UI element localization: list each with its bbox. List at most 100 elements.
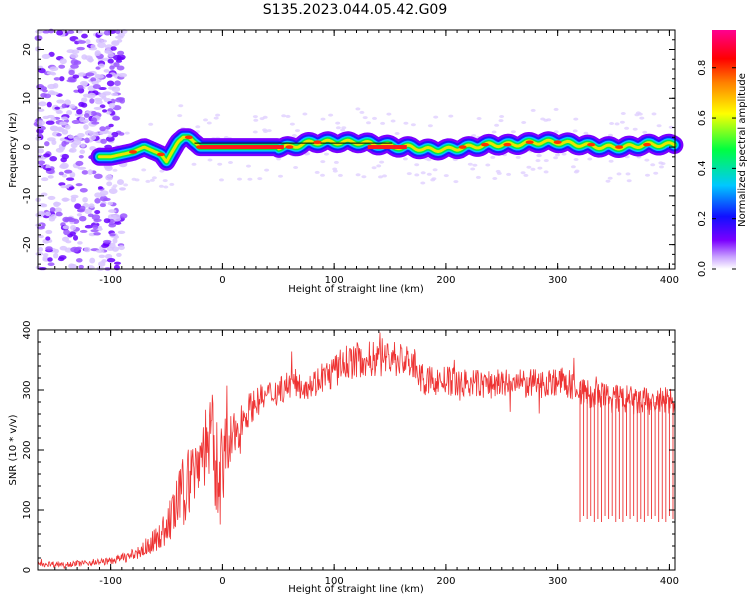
noise-speck: [114, 35, 124, 39]
halo-speck: [247, 177, 253, 181]
halo-speck: [295, 129, 300, 133]
halo-speck: [145, 179, 151, 183]
halo-speck: [475, 175, 481, 179]
noise-speck: [104, 254, 113, 259]
halo-speck: [215, 113, 221, 117]
noise-speck: [67, 134, 75, 139]
noise-speck: [85, 39, 91, 45]
halo-speck: [658, 161, 664, 165]
noise-speck: [64, 169, 73, 174]
noise-speck: [98, 254, 106, 259]
halo-speck: [293, 166, 299, 169]
hot-spot: [553, 140, 562, 144]
noise-speck: [43, 153, 51, 158]
y-tick-label: 20: [22, 43, 33, 56]
snr-x-axis-label: Height of straight line (km): [288, 584, 424, 595]
halo-speck: [149, 178, 155, 182]
noise-speck: [49, 91, 59, 96]
noise-speck: [46, 137, 56, 142]
noise-speck: [56, 110, 63, 114]
noise-speck: [103, 30, 112, 36]
x-tick-label: 100: [325, 576, 344, 587]
noise-speck: [84, 224, 93, 229]
halo-speck: [653, 171, 659, 175]
halo-speck: [543, 170, 549, 174]
halo-speck: [485, 163, 491, 167]
noise-speck: [113, 62, 120, 68]
noise-speck: [83, 246, 91, 253]
noise-speck: [66, 216, 74, 221]
noise-speck: [45, 167, 52, 171]
noise-speck: [92, 224, 99, 230]
noise-speck: [38, 247, 44, 252]
noise-speck: [91, 121, 100, 125]
halo-speck: [624, 126, 630, 130]
noise-speck: [61, 116, 68, 121]
noise-speck: [89, 257, 96, 264]
noise-speck: [53, 248, 59, 254]
noise-speck: [68, 186, 75, 190]
noise-speck: [90, 111, 97, 116]
x-tick-label: 200: [436, 576, 455, 587]
halo-speck: [573, 117, 579, 121]
halo-speck: [340, 128, 346, 132]
halo-speck: [177, 114, 183, 118]
noise-speck: [45, 236, 51, 241]
noise-speck: [69, 53, 79, 59]
noise-speck: [114, 221, 122, 225]
halo-speck: [355, 107, 361, 111]
hot-spot: [587, 142, 596, 147]
noise-speck: [111, 131, 119, 138]
halo-speck: [536, 154, 542, 158]
halo-speck: [570, 165, 576, 169]
halo-speck: [626, 179, 632, 183]
halo-speck: [406, 172, 412, 176]
halo-speck: [123, 183, 129, 187]
noise-speck: [114, 80, 121, 86]
halo-speck: [162, 179, 168, 183]
halo-speck: [320, 160, 326, 164]
colorbar: 0.0 0.2 0.4 0.6 0.8 Normalized spectral ampl…: [697, 30, 748, 277]
halo-speck: [213, 116, 219, 120]
halo-speck: [420, 171, 426, 175]
colorbar-tick-label: 0.4: [697, 160, 708, 176]
halo-speck: [526, 165, 532, 169]
noise-speck: [104, 50, 111, 54]
halo-speck: [620, 112, 626, 115]
noise-speck: [76, 29, 83, 34]
halo-speck: [141, 168, 147, 172]
halo-speck: [427, 124, 433, 128]
noise-speck: [77, 166, 87, 170]
noise-speck: [113, 216, 121, 222]
halo-speck: [433, 115, 439, 119]
noise-speck: [66, 49, 75, 54]
x-tick-label: 400: [660, 576, 679, 587]
halo-speck: [324, 152, 329, 156]
halo-speck: [583, 131, 589, 135]
hot-spot: [285, 145, 294, 149]
noise-speck: [79, 229, 88, 233]
noise-speck: [79, 205, 86, 212]
noise-speck: [80, 102, 88, 108]
y-tick-label: -10: [22, 188, 33, 204]
halo-speck: [573, 158, 579, 161]
noise-speck: [40, 192, 48, 197]
hot-spot: [503, 142, 512, 147]
halo-speck: [178, 104, 184, 108]
noise-speck: [106, 80, 115, 87]
noise-speck: [113, 235, 120, 239]
colorbar-tick-label: 0.2: [697, 211, 708, 227]
noise-speck: [70, 59, 79, 65]
halo-speck: [491, 130, 497, 134]
noise-speck: [74, 203, 82, 210]
noise-speck: [101, 39, 107, 43]
noise-speck: [103, 218, 111, 224]
noise-speck: [53, 77, 61, 81]
noise-speck: [38, 234, 44, 239]
noise-speck: [76, 46, 85, 51]
noise-speck: [117, 50, 125, 56]
halo-speck: [523, 173, 529, 177]
noise-speck: [38, 125, 46, 131]
halo-speck: [278, 174, 283, 178]
colorbar-tick-label: 0.6: [697, 110, 708, 126]
